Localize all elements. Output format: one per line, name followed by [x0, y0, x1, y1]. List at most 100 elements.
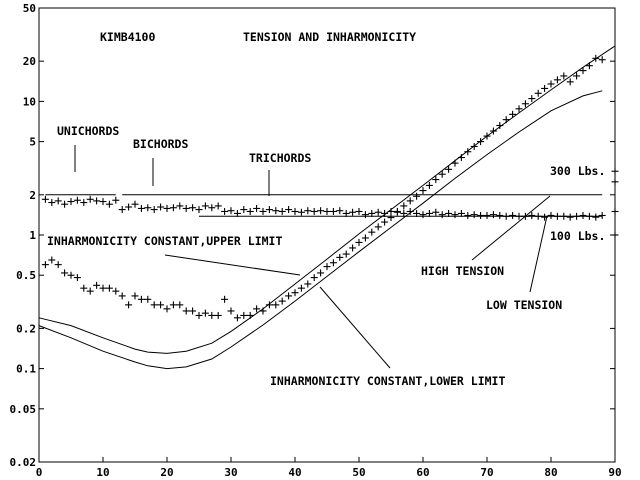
- data-point: [208, 204, 216, 212]
- data-point: [477, 138, 485, 146]
- data-point: [169, 204, 177, 212]
- low-tension-label: LOW TENSION: [486, 298, 562, 312]
- data-point: [189, 307, 197, 315]
- data-point: [355, 238, 363, 246]
- data-point: [368, 228, 376, 236]
- data-point: [67, 271, 75, 279]
- data-point: [221, 207, 229, 215]
- data-point: [272, 301, 280, 309]
- data-point: [515, 212, 523, 220]
- data-point: [310, 274, 318, 282]
- lbs-300-label: 300 Lbs.: [550, 164, 605, 178]
- data-point: [573, 212, 581, 220]
- data-point: [528, 211, 536, 219]
- data-point: [80, 199, 88, 207]
- data-point: [310, 207, 318, 215]
- data-point: [125, 203, 133, 211]
- data-point: [291, 207, 299, 215]
- data-point: [195, 206, 203, 214]
- data-point: [573, 72, 581, 80]
- x-tick-label: 70: [480, 466, 493, 479]
- data-point: [208, 311, 216, 319]
- data-point: [86, 287, 94, 295]
- data-point: [163, 204, 171, 212]
- data-point: [272, 207, 280, 215]
- y-tick-label: 50: [23, 2, 36, 15]
- data-point: [406, 207, 414, 215]
- data-point: [598, 56, 606, 64]
- data-point: [189, 204, 197, 212]
- x-axis: 0 10 20 30 40 50 60 70 80 90: [36, 457, 622, 479]
- data-point: [227, 307, 235, 315]
- data-point: [387, 207, 395, 215]
- data-point: [214, 311, 222, 319]
- data-point: [323, 207, 331, 215]
- data-point: [566, 78, 574, 86]
- y-tick-label: 20: [23, 55, 36, 68]
- data-point: [201, 309, 209, 317]
- data-point: [86, 195, 94, 203]
- data-point: [48, 199, 56, 207]
- data-point: [253, 204, 261, 212]
- data-point: [137, 204, 145, 212]
- data-point: [150, 301, 158, 309]
- data-point: [214, 202, 222, 210]
- data-point: [502, 116, 510, 124]
- data-point: [285, 206, 293, 214]
- right-edge-marker: [611, 207, 619, 215]
- y-tick-label: 1: [29, 229, 36, 242]
- data-point: [579, 67, 587, 75]
- x-tick-label: 10: [96, 466, 109, 479]
- data-point: [61, 200, 69, 208]
- data-point: [553, 76, 561, 84]
- data-point: [483, 211, 491, 219]
- data-point: [400, 209, 408, 217]
- lower-limit-curve: [38, 90, 603, 370]
- data-point: [560, 72, 568, 80]
- data-point: [105, 200, 113, 208]
- data-point: [317, 269, 325, 277]
- data-point: [585, 62, 593, 70]
- data-point: [67, 198, 75, 206]
- data-point: [381, 218, 389, 226]
- data-point: [246, 207, 254, 215]
- data-point: [329, 207, 337, 215]
- model-label: KIMB4100: [100, 30, 155, 44]
- data-point: [445, 165, 453, 173]
- points-layer: [41, 54, 619, 322]
- data-point: [406, 197, 414, 205]
- data-point: [470, 211, 478, 219]
- data-point: [265, 206, 273, 214]
- data-point: [432, 176, 440, 184]
- data-point: [528, 95, 536, 103]
- data-point: [553, 212, 561, 220]
- data-point: [451, 211, 459, 219]
- data-point: [131, 292, 139, 300]
- data-point: [93, 197, 101, 205]
- data-point: [144, 295, 152, 303]
- data-point: [534, 89, 542, 97]
- data-point: [150, 206, 158, 214]
- x-tick-label: 0: [36, 466, 43, 479]
- upper-limit-label: INHARMONICITY CONSTANT,UPPER LIMIT: [47, 234, 282, 248]
- data-point: [285, 292, 293, 300]
- data-point: [445, 209, 453, 217]
- data-point: [137, 295, 145, 303]
- data-point: [157, 203, 165, 211]
- x-tick-label: 40: [288, 466, 301, 479]
- data-point: [41, 261, 49, 269]
- data-point: [240, 311, 248, 319]
- high-tension-label: HIGH TENSION: [421, 264, 504, 278]
- data-point: [361, 234, 369, 242]
- data-point: [355, 207, 363, 215]
- data-point: [509, 211, 517, 219]
- data-point: [99, 198, 107, 206]
- y-tick-label: 0.5: [16, 269, 36, 282]
- data-point: [291, 289, 299, 297]
- data-point: [477, 211, 485, 219]
- data-point: [592, 54, 600, 62]
- data-point: [509, 110, 517, 118]
- y-tick-label: 0.05: [10, 403, 37, 416]
- data-point: [259, 307, 267, 315]
